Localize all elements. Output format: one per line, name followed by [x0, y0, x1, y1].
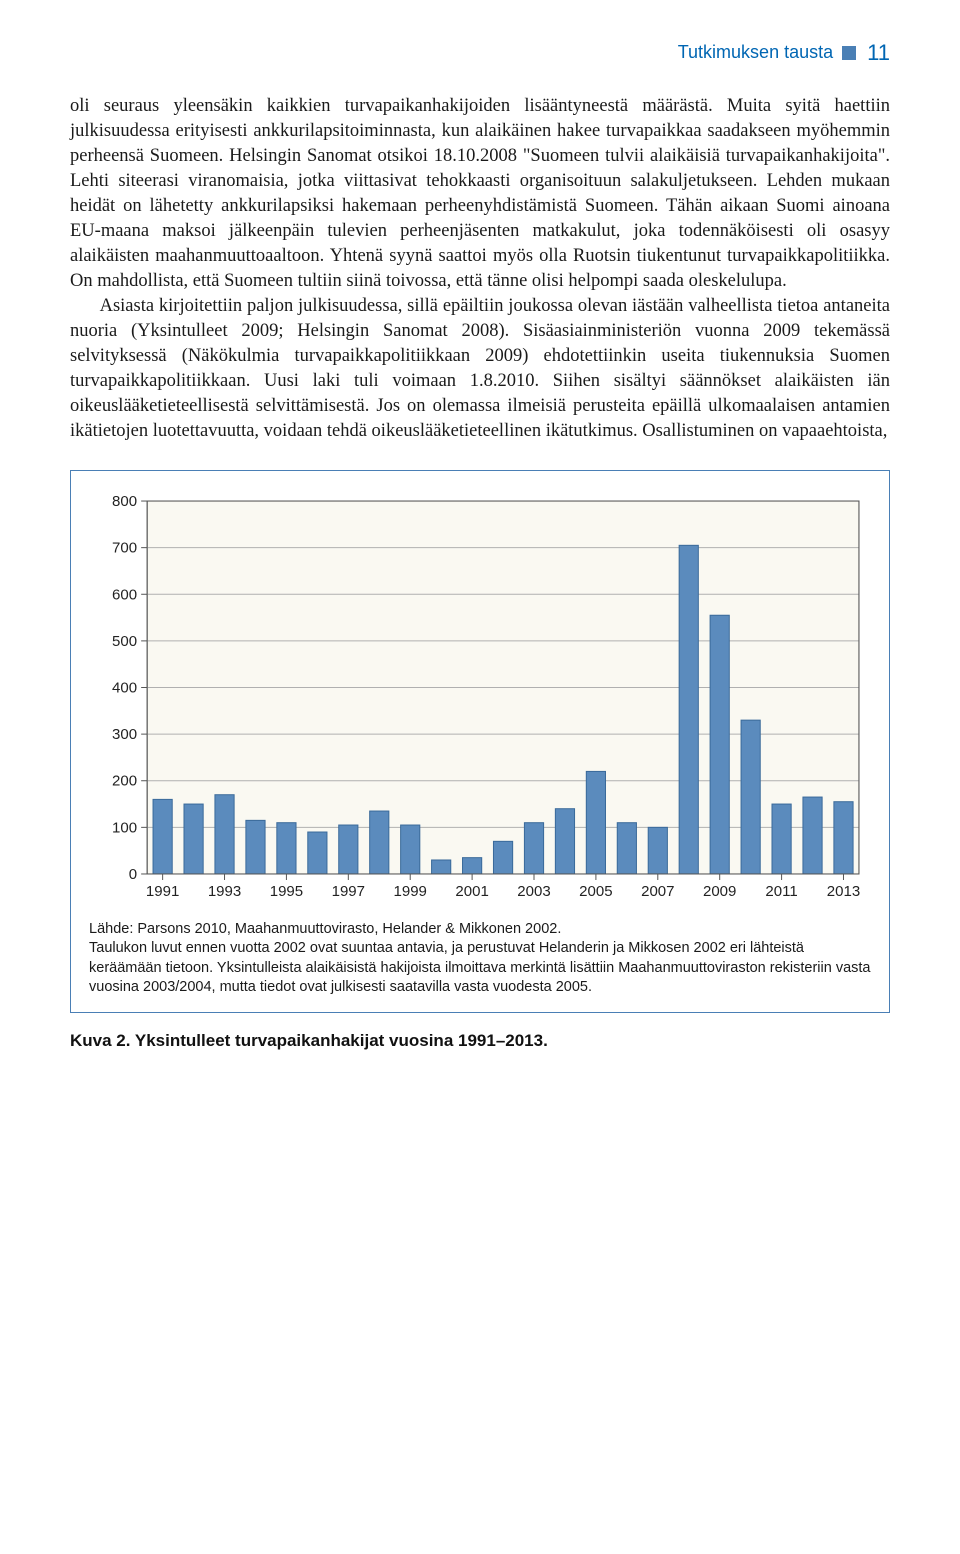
figure-caption: Kuva 2. Yksintulleet turvapaikanhakijat … [70, 1031, 890, 1051]
svg-text:400: 400 [112, 679, 137, 696]
bar-chart: 0 100 200 300 400 500 600 700 800 1991 1993 1995 199… [89, 489, 871, 910]
svg-text:800: 800 [112, 493, 137, 510]
svg-text:2001: 2001 [455, 883, 488, 900]
svg-text:2007: 2007 [641, 883, 674, 900]
svg-text:1995: 1995 [270, 883, 303, 900]
section-title: Tutkimuksen tausta [678, 42, 833, 62]
svg-text:1997: 1997 [332, 883, 365, 900]
footnote-line-1: Lähde: Parsons 2010, Maahanmuuttovirasto… [89, 920, 871, 940]
svg-text:200: 200 [112, 772, 137, 789]
svg-text:1991: 1991 [146, 883, 179, 900]
page-number: 11 [867, 40, 890, 65]
svg-text:100: 100 [112, 819, 137, 836]
chart-footnote: Lähde: Parsons 2010, Maahanmuuttovirasto… [89, 920, 871, 998]
svg-text:2003: 2003 [517, 883, 550, 900]
svg-text:2005: 2005 [579, 883, 612, 900]
svg-text:600: 600 [112, 586, 137, 603]
svg-text:700: 700 [112, 539, 137, 556]
header-marker-icon [842, 46, 856, 60]
footnote-line-2: Taulukon luvut ennen vuotta 2002 ovat su… [89, 939, 871, 998]
svg-text:0: 0 [129, 866, 137, 883]
svg-text:1999: 1999 [394, 883, 427, 900]
svg-text:1993: 1993 [208, 883, 241, 900]
paragraph-1: oli seuraus yleensäkin kaikkien turvapai… [70, 94, 890, 294]
svg-text:500: 500 [112, 632, 137, 649]
svg-text:2011: 2011 [765, 883, 797, 900]
paragraph-2: Asiasta kirjoitettiin paljon julkisuudes… [70, 294, 890, 444]
svg-text:2009: 2009 [703, 883, 736, 900]
svg-text:300: 300 [112, 726, 137, 743]
body-text: oli seuraus yleensäkin kaikkien turvapai… [70, 94, 890, 444]
svg-text:2013: 2013 [827, 883, 860, 900]
page-header: Tutkimuksen tausta 11 [70, 40, 890, 66]
chart-container: 0 100 200 300 400 500 600 700 800 1991 1993 1995 199… [70, 470, 890, 1013]
